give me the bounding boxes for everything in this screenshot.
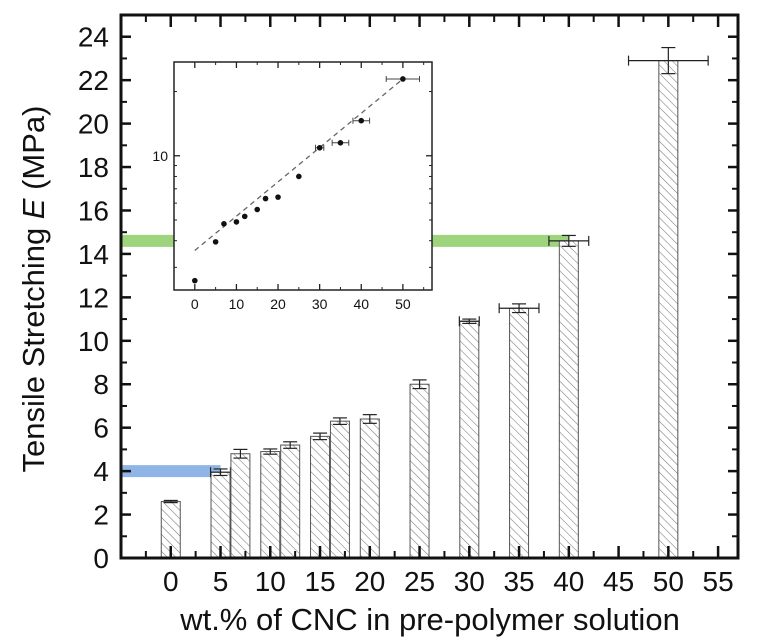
x-tick-label-11: 55: [703, 566, 734, 597]
x-tick-label-3: 15: [304, 566, 335, 597]
bar-series: [160, 46, 709, 559]
y-tick-label-3: 6: [93, 413, 109, 444]
y-tick-label-0: 0: [93, 543, 109, 574]
bar-5: [310, 435, 331, 559]
y-tick-label-1: 2: [93, 500, 109, 531]
inset-point-0: [192, 277, 198, 284]
x-tick-label-10: 50: [653, 566, 684, 597]
bar-12: [658, 60, 679, 559]
inset-point-10: [337, 140, 344, 146]
inset-point-4: [241, 213, 248, 220]
x-tick-label-4: 20: [354, 566, 385, 597]
bar-2: [230, 453, 251, 559]
inset-point-2: [221, 220, 227, 227]
y-tick-label-10: 20: [78, 109, 109, 140]
inset-x-tick-label-0: 0: [191, 296, 199, 312]
bar-3: [260, 451, 281, 559]
x-tick-label-8: 40: [553, 566, 584, 597]
inset-point-9: [316, 144, 323, 151]
y-axis-label-prefix: Tensile Stretching: [16, 219, 51, 472]
y-tick-label-12: 24: [78, 22, 109, 53]
y-tick-label-6: 12: [78, 282, 109, 313]
y-tick-label-4: 8: [93, 369, 109, 400]
inset-point-11: [358, 117, 365, 124]
main-plot-frame: [119, 13, 740, 560]
inset-point-5: [254, 206, 261, 213]
y-tick-label-9: 18: [78, 152, 109, 183]
y-tick-label-11: 22: [78, 65, 109, 96]
bar-10: [509, 307, 530, 559]
y-axis-label-symbol: E: [16, 198, 51, 219]
bar-8: [409, 383, 430, 559]
bar-4: [280, 444, 301, 559]
inset-x-tick-label-5: 50: [395, 296, 411, 312]
inset-x-tick-label-4: 40: [353, 296, 369, 312]
y-tick-label-5: 10: [78, 326, 109, 357]
x-tick-label-6: 30: [454, 566, 485, 597]
bar-11: [558, 240, 579, 559]
bar-1: [210, 471, 231, 559]
inset-point-3: [233, 219, 240, 225]
inset-y-tick-label-0: 10: [152, 148, 168, 164]
inset-plot-frame: [173, 61, 433, 291]
y-tick-label-7: 14: [78, 239, 109, 270]
inset-point-6: [262, 195, 269, 202]
y-axis-label: Tensile Stretching E (MPa): [16, 106, 51, 473]
x-tick-label-2: 10: [255, 566, 286, 597]
highlight-band-0: [121, 465, 221, 478]
inset-x-tick-label-3: 30: [312, 296, 328, 312]
inset-x-tick-label-2: 20: [270, 296, 286, 312]
x-tick-label-9: 45: [603, 566, 634, 597]
bar-9: [459, 320, 480, 559]
bar-7: [359, 418, 380, 559]
inset-point-8: [296, 173, 302, 180]
x-tick-label-7: 35: [503, 566, 534, 597]
inset-x-tick-label-1: 10: [229, 296, 245, 312]
x-tick-label-0: 0: [163, 566, 179, 597]
inset-plot: 0 10 20 30 40 50 10: [152, 62, 432, 312]
inset-point-7: [275, 194, 281, 200]
y-tick-label-2: 4: [93, 456, 109, 487]
bar-6: [329, 420, 350, 559]
y-axis-label-unit: (MPa): [16, 106, 51, 199]
x-tick-label-5: 25: [404, 566, 435, 597]
x-tick-label-1: 5: [213, 566, 229, 597]
x-axis-label: wt.% of CNC in pre-polymer solution: [179, 602, 680, 637]
inset-point-12: [400, 76, 406, 82]
y-tick-label-8: 16: [78, 195, 109, 226]
inset-point-1: [212, 239, 219, 245]
